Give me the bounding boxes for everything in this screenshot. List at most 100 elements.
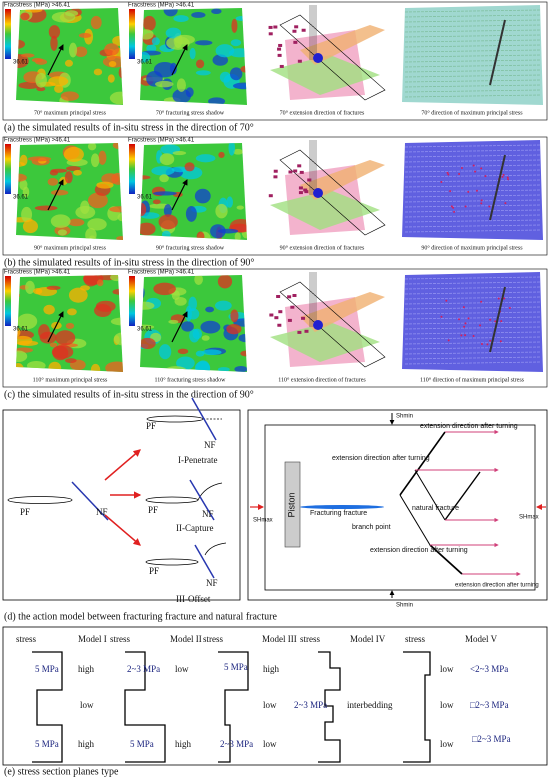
nf-label: NF	[206, 578, 218, 588]
fracture-bit	[277, 323, 282, 327]
fracture-bit	[268, 32, 273, 36]
colorbar-min: 36.61	[137, 195, 153, 201]
field-lines	[404, 336, 541, 340]
fracture-dot	[449, 190, 452, 193]
offset-path	[204, 542, 227, 556]
fracture-bit	[279, 64, 284, 68]
field-lines	[404, 79, 541, 83]
fracture-bit	[288, 170, 293, 174]
map-blob	[140, 222, 156, 236]
map-blob	[80, 285, 90, 291]
row-box	[2, 268, 548, 388]
fracture-dot	[497, 297, 500, 300]
map-blob	[140, 285, 145, 300]
fracture-bit	[297, 330, 302, 334]
map-blob	[65, 358, 77, 364]
fracture-bit	[304, 329, 309, 333]
colorbar	[129, 144, 135, 194]
row-box	[2, 136, 548, 256]
fracture-bit	[273, 175, 278, 179]
map-blob	[217, 367, 230, 372]
nf-label: NF	[96, 507, 108, 517]
field-lines	[404, 164, 541, 168]
field-lines	[404, 34, 541, 38]
colorbar	[5, 144, 11, 194]
map-blob	[215, 203, 228, 219]
level: low	[440, 700, 454, 710]
fracture-bit	[287, 318, 292, 322]
map-blob	[16, 350, 28, 363]
fracture-3d	[268, 5, 386, 101]
map-blob	[48, 76, 69, 87]
arrow	[171, 311, 188, 343]
fracture-dot	[464, 334, 467, 337]
map-blob	[194, 361, 210, 372]
shmin-label: Shmin	[396, 414, 413, 420]
model-frame	[264, 424, 536, 591]
map-blob	[226, 323, 242, 335]
map-blob	[51, 345, 74, 359]
well-track	[489, 286, 506, 353]
map-blob	[110, 275, 123, 282]
magnitude: 5 MPa	[35, 739, 59, 749]
map-blob	[196, 231, 205, 240]
map-blob	[201, 335, 210, 341]
well-track	[489, 154, 506, 221]
map-blob	[50, 214, 71, 228]
map-blob	[111, 172, 123, 185]
fracture-dot	[464, 205, 467, 208]
map-blob	[17, 313, 38, 330]
field-lines	[404, 341, 541, 345]
fracture-bit	[276, 295, 281, 299]
fracture-bit	[299, 170, 304, 174]
field-lines	[404, 321, 541, 325]
map-blob	[65, 10, 79, 17]
field-lines	[404, 24, 541, 28]
pf-label: PF	[20, 507, 30, 517]
field-lines	[404, 74, 541, 78]
map-blob	[118, 66, 123, 79]
field-lines	[404, 316, 541, 320]
fracture-bit	[292, 29, 297, 33]
map-blob	[159, 174, 169, 183]
map-blob	[90, 15, 102, 30]
map-blob	[146, 44, 157, 53]
panel-label: 110° direction of maximum principal stre…	[420, 376, 525, 383]
level: high	[175, 739, 192, 749]
nf-shape	[194, 544, 215, 579]
field-lines	[404, 29, 541, 33]
map-blob	[235, 15, 247, 21]
map-blob	[31, 58, 44, 63]
panel-label: 90° maximum principal stress	[34, 244, 107, 251]
nf-label: NF	[202, 509, 214, 519]
row-box	[2, 1, 548, 121]
pf-label: PF	[148, 505, 158, 515]
panel-label: 110° fracturing stress shadow	[155, 376, 227, 383]
map-blob	[189, 47, 196, 60]
field-lines	[404, 89, 541, 93]
map-blob	[161, 230, 171, 239]
map-blob	[159, 344, 172, 360]
piston	[284, 461, 301, 548]
map-blob	[48, 361, 62, 372]
fracture-bit	[294, 25, 299, 29]
stress-header: stress	[405, 634, 425, 644]
fracture-bit	[278, 310, 283, 314]
case-label: I-Penetrate	[178, 455, 217, 465]
caption: (e) stress section planes type	[4, 766, 119, 777]
nf-shape	[191, 397, 217, 441]
stress-map: Fracstress (MPa) >46.41 36.61	[4, 138, 123, 240]
fracture-bit	[268, 194, 273, 198]
map-bg	[16, 8, 123, 105]
branch-label: branch point	[352, 524, 391, 531]
map-blob	[192, 328, 202, 340]
fracture-dot	[445, 299, 448, 302]
arrow	[104, 514, 141, 546]
map-blob	[54, 84, 64, 93]
profile	[403, 651, 431, 763]
colorbar	[5, 276, 11, 326]
fracture-dot	[488, 205, 491, 208]
map-blob	[165, 27, 182, 39]
field-lines	[404, 14, 541, 18]
field-lines	[404, 189, 541, 193]
